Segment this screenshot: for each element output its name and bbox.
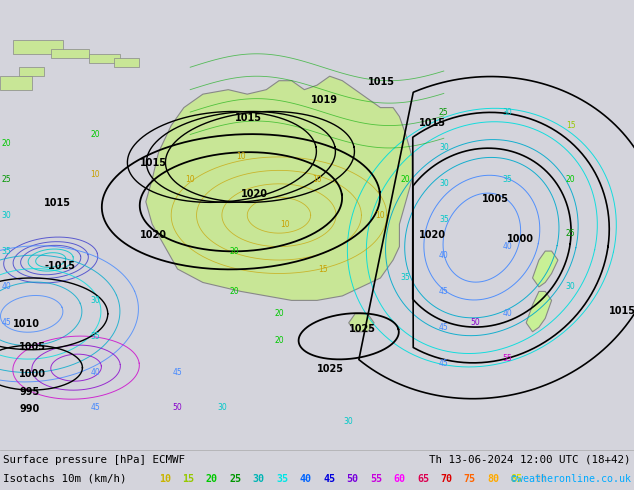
Text: 30: 30 xyxy=(344,417,354,426)
Text: 20: 20 xyxy=(90,130,100,139)
Text: 995: 995 xyxy=(19,387,39,396)
Text: 35: 35 xyxy=(276,474,288,484)
Text: 40: 40 xyxy=(502,242,512,251)
Text: 20: 20 xyxy=(230,246,240,256)
Polygon shape xyxy=(114,58,139,67)
Text: 30: 30 xyxy=(502,108,512,117)
Text: 70: 70 xyxy=(441,474,452,484)
Text: 10: 10 xyxy=(90,171,100,179)
Text: 1025: 1025 xyxy=(317,364,344,374)
Text: 1015: 1015 xyxy=(44,198,72,208)
Text: 10: 10 xyxy=(375,211,385,220)
Text: 20: 20 xyxy=(274,336,284,345)
Text: 20: 20 xyxy=(230,287,240,296)
Text: Isotachs 10m (km/h): Isotachs 10m (km/h) xyxy=(3,474,127,484)
Text: 20: 20 xyxy=(206,474,217,484)
Text: 45: 45 xyxy=(439,359,449,368)
Text: 30: 30 xyxy=(439,144,449,152)
Text: 15: 15 xyxy=(183,474,194,484)
Text: 1020: 1020 xyxy=(241,189,268,199)
Text: 1005: 1005 xyxy=(482,194,509,204)
Text: 1010: 1010 xyxy=(13,319,40,329)
Text: 35: 35 xyxy=(502,175,512,184)
Text: 1025: 1025 xyxy=(349,324,376,334)
Text: 40: 40 xyxy=(502,309,512,318)
Text: 45: 45 xyxy=(323,474,335,484)
Text: 45: 45 xyxy=(90,403,100,413)
Text: 45: 45 xyxy=(439,287,449,296)
Text: 45: 45 xyxy=(1,318,11,327)
Polygon shape xyxy=(51,49,89,58)
Polygon shape xyxy=(349,314,374,332)
Text: 1015: 1015 xyxy=(139,158,167,168)
Text: 90: 90 xyxy=(534,474,546,484)
Polygon shape xyxy=(146,76,412,300)
Text: 25: 25 xyxy=(439,108,449,117)
Text: 1005: 1005 xyxy=(19,342,46,352)
Text: 15: 15 xyxy=(566,121,576,130)
Text: 1000: 1000 xyxy=(19,368,46,379)
Text: 50: 50 xyxy=(172,403,183,413)
Text: -1015: -1015 xyxy=(44,261,75,271)
Text: 10: 10 xyxy=(236,152,246,161)
Text: 20: 20 xyxy=(566,175,576,184)
Text: 20: 20 xyxy=(401,175,411,184)
Polygon shape xyxy=(0,76,32,90)
Text: 30: 30 xyxy=(566,282,576,292)
Text: 40: 40 xyxy=(439,251,449,260)
Text: 1000: 1000 xyxy=(507,234,534,244)
Text: 10: 10 xyxy=(312,175,322,184)
Text: 10: 10 xyxy=(280,220,290,229)
Text: 30: 30 xyxy=(217,403,227,413)
Polygon shape xyxy=(533,251,558,287)
Polygon shape xyxy=(19,67,44,76)
Text: Th 13-06-2024 12:00 UTC (18+42): Th 13-06-2024 12:00 UTC (18+42) xyxy=(429,455,631,465)
Polygon shape xyxy=(526,292,552,332)
Text: 55: 55 xyxy=(370,474,382,484)
Text: 30: 30 xyxy=(439,179,449,188)
Text: 85: 85 xyxy=(511,474,522,484)
Text: 1015: 1015 xyxy=(418,118,446,127)
Text: 80: 80 xyxy=(488,474,499,484)
Text: 1019: 1019 xyxy=(311,95,338,105)
Text: 20: 20 xyxy=(1,139,11,148)
Text: 50: 50 xyxy=(347,474,358,484)
Text: 1015: 1015 xyxy=(609,306,634,316)
Text: 55: 55 xyxy=(502,354,512,363)
Text: 1020: 1020 xyxy=(139,230,167,240)
Text: 50: 50 xyxy=(470,318,481,327)
Text: 45: 45 xyxy=(439,323,449,332)
Text: 10: 10 xyxy=(159,474,171,484)
Text: 35: 35 xyxy=(401,273,411,282)
Text: 20: 20 xyxy=(274,309,284,318)
Text: 10: 10 xyxy=(185,175,195,184)
Text: 45: 45 xyxy=(172,368,183,377)
Text: 35: 35 xyxy=(439,215,449,224)
Text: 75: 75 xyxy=(464,474,476,484)
Text: 25: 25 xyxy=(1,175,11,184)
Text: 40: 40 xyxy=(90,368,100,377)
Text: 1020: 1020 xyxy=(418,230,446,240)
Text: 35: 35 xyxy=(1,246,11,256)
Text: 60: 60 xyxy=(394,474,405,484)
Text: 25: 25 xyxy=(230,474,241,484)
Text: 30: 30 xyxy=(1,211,11,220)
Polygon shape xyxy=(89,54,120,63)
Text: 990: 990 xyxy=(19,404,39,415)
Text: 30: 30 xyxy=(90,296,100,305)
Text: 30: 30 xyxy=(253,474,264,484)
Text: 15: 15 xyxy=(318,265,328,273)
Text: 35: 35 xyxy=(90,332,100,341)
Text: 1015: 1015 xyxy=(368,77,395,87)
Text: 65: 65 xyxy=(417,474,429,484)
Text: ©weatheronline.co.uk: ©weatheronline.co.uk xyxy=(511,474,631,484)
Text: 1015: 1015 xyxy=(235,113,262,123)
Text: 40: 40 xyxy=(1,282,11,292)
Text: Surface pressure [hPa] ECMWF: Surface pressure [hPa] ECMWF xyxy=(3,455,185,465)
Polygon shape xyxy=(13,40,63,54)
Text: 25: 25 xyxy=(566,229,576,238)
Text: 40: 40 xyxy=(300,474,311,484)
